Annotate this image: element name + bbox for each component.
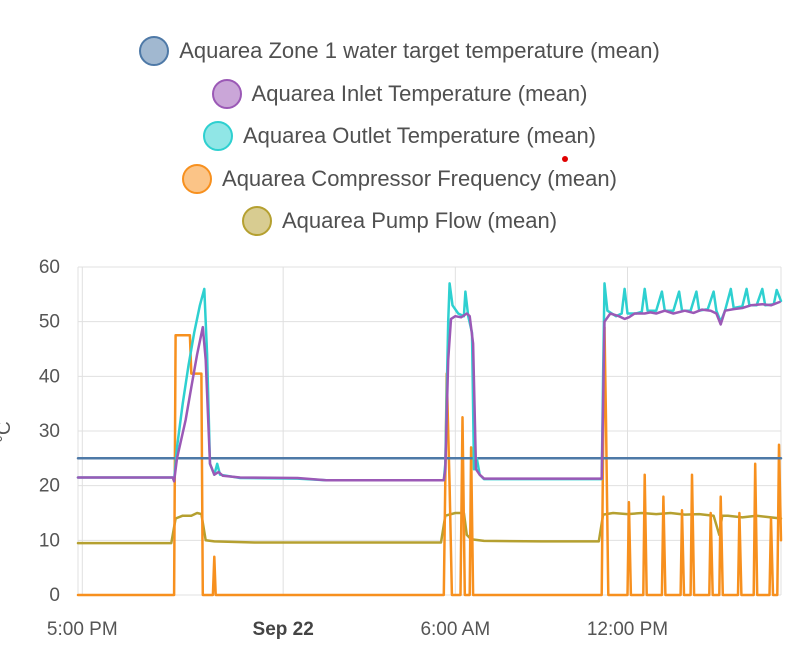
series-line-compressor (76, 325, 783, 597)
legend-dot-icon (241, 206, 272, 237)
legend-label: Aquarea Pump Flow (mean) (281, 208, 558, 234)
x-tick-label: 5:00 PM (47, 619, 118, 640)
y-tick-label: 60 (39, 257, 60, 278)
y-axis-label: °C (0, 421, 15, 442)
y-tick-label: 40 (39, 366, 60, 387)
legend-dot-icon (182, 163, 213, 194)
x-tick-label: Sep 22 (253, 619, 314, 640)
y-tick-label: 0 (49, 585, 60, 606)
legend-label: Aquarea Zone 1 water target temperature … (179, 38, 660, 64)
y-tick-label: 10 (39, 530, 60, 551)
y-tick-label: 50 (39, 312, 60, 333)
legend-label: Aquarea Compressor Frequency (mean) (222, 165, 617, 191)
axes: 0 10 20 30 40 50 60 5:00 PM Sep 22 6:00 AM 12:00 P… (39, 257, 668, 640)
legend-label: Aquarea Outlet Temperature (mean) (243, 123, 596, 149)
x-tick-label: 12:00 PM (587, 619, 668, 640)
y-tick-label: 20 (39, 476, 60, 497)
legend-label: Aquarea Inlet Temperature (mean) (251, 80, 588, 106)
red-dot-marker (562, 156, 568, 162)
series-line-inlet (76, 300, 781, 483)
x-tick-label: 6:00 AM (420, 619, 490, 640)
legend-dot-icon (203, 121, 233, 152)
series-line-pump (76, 511, 783, 545)
legend-item-zone-target[interactable]: Aquarea Zone 1 water target temperature … (0, 30, 799, 73)
legend-dot-icon (211, 78, 242, 109)
legend-item-compressor[interactable]: Aquarea Compressor Frequency (mean) (0, 158, 799, 201)
legend-item-pump[interactable]: Aquarea Pump Flow (mean) (0, 200, 799, 243)
legend-item-inlet[interactable]: Aquarea Inlet Temperature (mean) (0, 73, 799, 116)
legend-item-outlet[interactable]: Aquarea Outlet Temperature (mean) (0, 115, 799, 158)
legend-dot-icon (139, 36, 170, 67)
y-tick-label: 30 (39, 421, 60, 442)
legend: Aquarea Zone 1 water target temperature … (0, 30, 799, 243)
series-layer (76, 282, 783, 597)
